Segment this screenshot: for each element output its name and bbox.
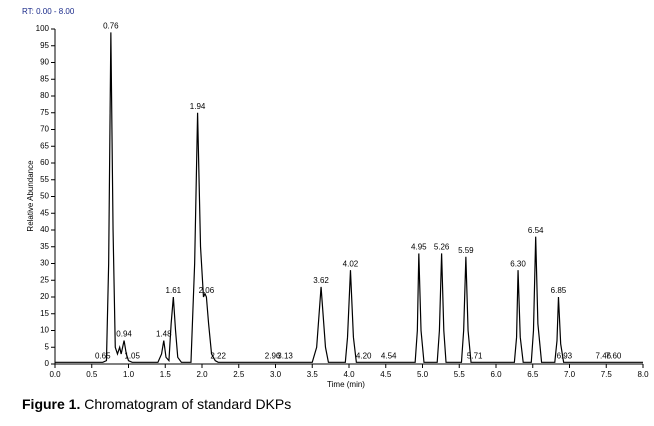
peak-label: 3.62 — [313, 276, 329, 285]
y-tick-label: 35 — [40, 242, 49, 251]
y-tick-label: 50 — [40, 192, 49, 201]
y-tick-label: 95 — [40, 41, 49, 50]
peak-label: 5.59 — [458, 246, 474, 255]
peak-label: 0.65 — [95, 351, 111, 360]
y-tick-label: 60 — [40, 158, 49, 167]
x-tick-label: 2.0 — [196, 370, 208, 379]
peak-label: 6.30 — [510, 259, 526, 268]
y-tick-label: 5 — [45, 342, 50, 351]
peak-label: 6.93 — [557, 351, 573, 360]
x-tick-label: 8.0 — [637, 370, 649, 379]
y-tick-label: 45 — [40, 208, 49, 217]
x-tick-label: 1.5 — [160, 370, 172, 379]
peak-label: 1.61 — [166, 286, 182, 295]
y-tick-label: 90 — [40, 58, 49, 67]
y-tick-label: 15 — [40, 309, 49, 318]
peak-label: 2.96 — [265, 351, 281, 360]
y-tick-label: 85 — [40, 74, 49, 83]
caption-text: Chromatogram of standard DKPs — [84, 396, 291, 412]
x-tick-label: 6.5 — [527, 370, 539, 379]
y-tick-label: 65 — [40, 141, 49, 150]
peak-label: 4.95 — [411, 243, 427, 252]
x-tick-label: 0.0 — [49, 370, 61, 379]
peak-label: 1.94 — [190, 102, 206, 111]
y-tick-label: 25 — [40, 275, 49, 284]
x-tick-label: 1.0 — [123, 370, 135, 379]
peak-label: 2.06 — [199, 286, 215, 295]
y-axis-label: Relative Abundance — [26, 160, 35, 232]
x-tick-label: 4.0 — [343, 370, 355, 379]
peak-label: 4.02 — [343, 259, 359, 268]
peak-label: 1.48 — [156, 330, 172, 339]
peak-label: 0.94 — [116, 330, 132, 339]
peak-label: 3.13 — [277, 351, 293, 360]
x-axis-label: Time (min) — [327, 380, 365, 389]
y-tick-label: 75 — [40, 108, 49, 117]
y-tick-label: 80 — [40, 91, 49, 100]
x-tick-label: 2.5 — [233, 370, 245, 379]
x-tick-label: 7.5 — [601, 370, 613, 379]
peak-label: 6.54 — [528, 226, 544, 235]
x-tick-label: 4.5 — [380, 370, 392, 379]
caption-label: Figure 1. — [22, 396, 80, 412]
x-tick-label: 7.0 — [564, 370, 576, 379]
peak-label: 4.54 — [381, 351, 397, 360]
caption: Figure 1. Chromatogram of standard DKPs — [22, 396, 291, 412]
y-tick-label: 0 — [45, 359, 50, 368]
peak-label: 4.20 — [356, 351, 372, 360]
chart-title: RT: 0.00 - 8.00 — [22, 7, 75, 16]
peak-label: 5.26 — [434, 243, 450, 252]
x-tick-label: 6.0 — [490, 370, 502, 379]
x-tick-label: 3.0 — [270, 370, 282, 379]
peak-label: 6.85 — [551, 286, 567, 295]
y-tick-label: 40 — [40, 225, 49, 234]
trace — [55, 32, 643, 363]
x-tick-label: 5.0 — [417, 370, 429, 379]
x-tick-label: 0.5 — [86, 370, 98, 379]
peak-label: 1.05 — [124, 351, 140, 360]
y-tick-label: 10 — [40, 326, 49, 335]
peak-label: 0.76 — [103, 21, 119, 30]
peak-label: 5.71 — [467, 351, 483, 360]
peak-label: 2.22 — [210, 351, 226, 360]
y-tick-label: 55 — [40, 175, 49, 184]
x-tick-label: 5.5 — [454, 370, 466, 379]
y-tick-label: 70 — [40, 125, 49, 134]
peak-label: 7.60 — [606, 351, 622, 360]
y-tick-label: 20 — [40, 292, 49, 301]
peak-label: 7.46 — [596, 351, 612, 360]
y-tick-label: 30 — [40, 259, 49, 268]
y-tick-label: 100 — [36, 24, 50, 33]
x-tick-label: 3.5 — [307, 370, 319, 379]
